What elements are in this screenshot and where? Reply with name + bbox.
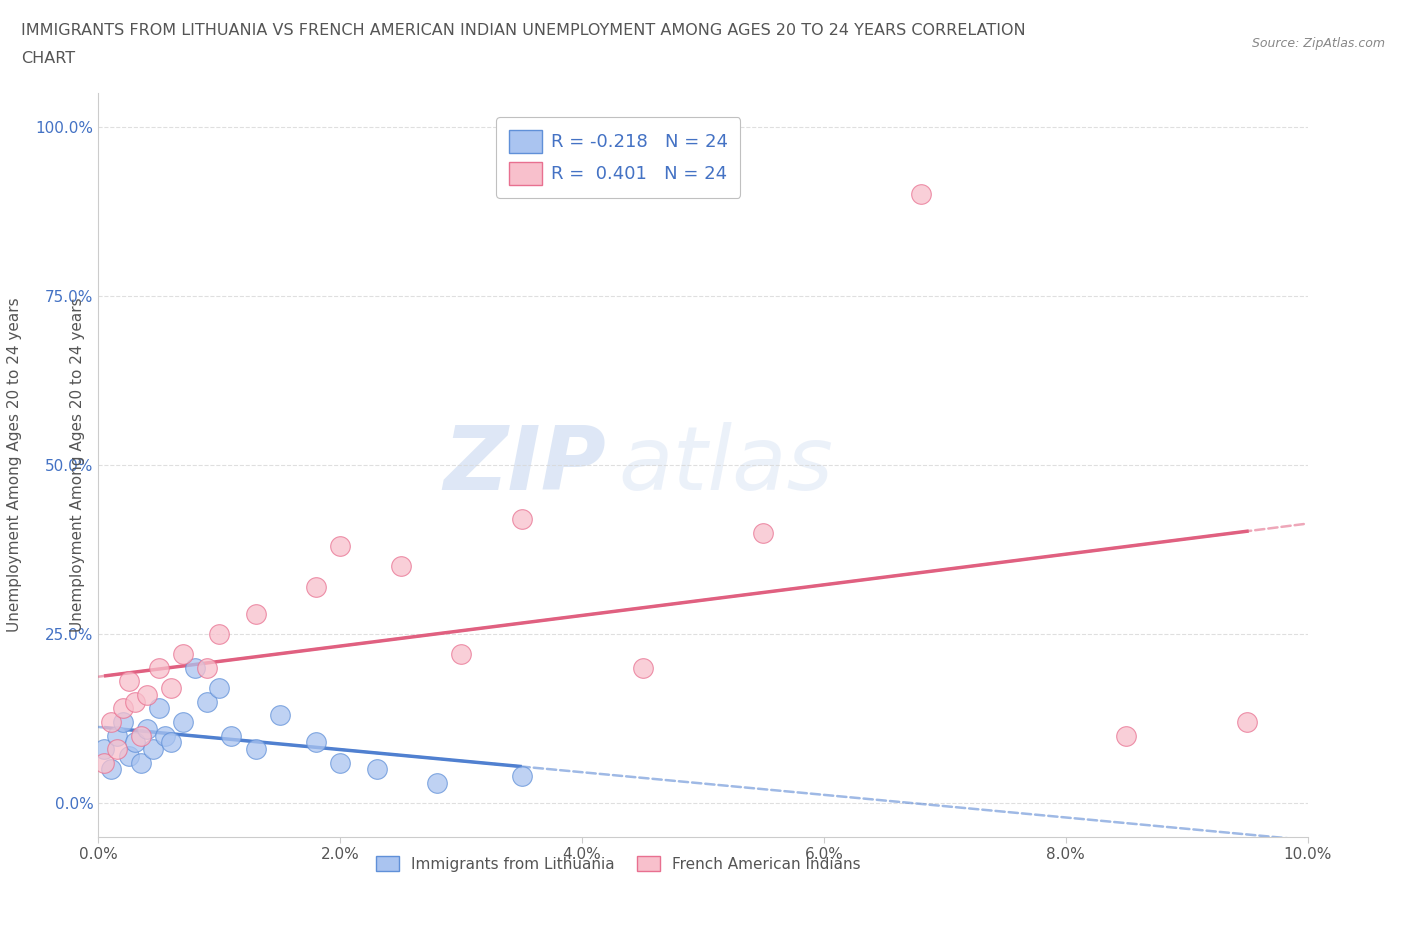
Y-axis label: Unemployment Among Ages 20 to 24 years: Unemployment Among Ages 20 to 24 years: [7, 298, 21, 632]
Point: [118, 674, 141, 689]
Point: [100, 714, 122, 729]
Point: [245, 741, 267, 756]
Point: [105, 741, 128, 756]
Point: [631, 660, 654, 675]
Point: [124, 735, 146, 750]
Point: [148, 660, 170, 675]
Point: [135, 687, 157, 702]
Y-axis label: Unemployment Among Ages 20 to 24 years: Unemployment Among Ages 20 to 24 years: [69, 298, 84, 632]
Point: [1115, 728, 1137, 743]
Point: [135, 722, 157, 737]
Point: [129, 728, 152, 743]
Point: [118, 749, 141, 764]
Point: [148, 701, 170, 716]
Point: [510, 512, 533, 526]
Point: [160, 735, 183, 750]
Point: [208, 681, 231, 696]
Point: [195, 695, 218, 710]
Point: [153, 728, 176, 743]
Point: [100, 762, 122, 777]
Point: [389, 559, 412, 574]
Point: [910, 187, 932, 202]
Point: [142, 741, 165, 756]
Point: [329, 755, 352, 770]
Point: [305, 579, 328, 594]
Text: CHART: CHART: [21, 51, 75, 66]
Point: [305, 735, 328, 750]
Point: [450, 647, 472, 662]
Point: [195, 660, 218, 675]
Point: [752, 525, 775, 540]
Point: [221, 728, 243, 743]
Point: [124, 695, 146, 710]
Point: [172, 714, 194, 729]
Text: IMMIGRANTS FROM LITHUANIA VS FRENCH AMERICAN INDIAN UNEMPLOYMENT AMONG AGES 20 T: IMMIGRANTS FROM LITHUANIA VS FRENCH AMER…: [21, 23, 1026, 38]
Legend: Immigrants from Lithuania, French American Indians: Immigrants from Lithuania, French Americ…: [370, 849, 868, 878]
Point: [160, 681, 183, 696]
Point: [105, 728, 128, 743]
Point: [366, 762, 388, 777]
Text: ZIP: ZIP: [443, 421, 606, 509]
Point: [1236, 714, 1258, 729]
Point: [269, 708, 291, 723]
Point: [111, 714, 134, 729]
Point: [111, 701, 134, 716]
Point: [208, 627, 231, 642]
Point: [245, 606, 267, 621]
Point: [93, 741, 115, 756]
Point: [129, 755, 152, 770]
Point: [93, 755, 115, 770]
Point: [329, 538, 352, 553]
Text: Source: ZipAtlas.com: Source: ZipAtlas.com: [1251, 37, 1385, 50]
Point: [172, 647, 194, 662]
Point: [184, 660, 207, 675]
Point: [510, 769, 533, 784]
Point: [426, 776, 449, 790]
Text: atlas: atlas: [619, 422, 834, 508]
